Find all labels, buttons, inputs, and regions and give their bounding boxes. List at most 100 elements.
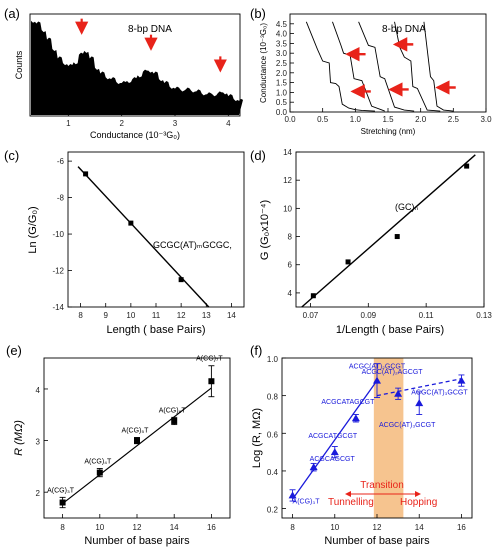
panel-e-x-tick-12: 12 — [133, 523, 142, 532]
panel-f-point-label-1: A(CG)₃T — [293, 498, 321, 505]
panel-b-y-tick-3.0: 3.0 — [276, 49, 288, 58]
panel-b-letter: (b) — [250, 6, 266, 21]
panel-f-plot: A(CG)₃T ACGCAGCGT ACGCATGCGT ACGCATAGCGT ACG… — [288, 363, 468, 505]
panel-c-point-2 — [128, 220, 134, 226]
panel-c-y-tick--8: -8 — [57, 194, 65, 203]
panel-e-point-5 — [208, 378, 215, 385]
panel-c-x-tick-13: 13 — [202, 311, 211, 320]
panel-e-point-label-2: A(CG)₄T — [84, 458, 112, 465]
panel-e-x-tick-8: 8 — [60, 523, 65, 532]
panel-e-point-label-3: A(CG)₅T — [122, 427, 150, 434]
panel-c-point-1 — [83, 171, 89, 177]
panel-e-fit-line — [62, 387, 212, 505]
panel-d-annotation: (GC)ₙ — [395, 202, 418, 212]
panel-f-y-tick-0.8: 0.8 — [267, 393, 279, 402]
panel-d-letter: (d) — [250, 148, 266, 163]
panel-f-point-label-6: ACGC(AT)₂AGCGT — [362, 369, 424, 376]
panel-d-x-tick-0.09: 0.09 — [361, 311, 377, 320]
panel-e-y-ticks: 2 3 4 — [36, 386, 48, 498]
panel-c-y-tick--14: -14 — [52, 303, 64, 312]
panel-f-y-tick-0.4: 0.4 — [267, 468, 279, 477]
panel-e-x-tick-16: 16 — [207, 523, 216, 532]
panel-c-x-tick-11: 11 — [152, 311, 161, 320]
panel-e-ylabel: R (MΩ) — [13, 420, 25, 456]
panel-b-y-tick-1.5: 1.5 — [276, 79, 288, 88]
panel-d-point-1 — [310, 293, 316, 299]
panel-d-point-2 — [345, 259, 351, 265]
panel-f-y-tick-0.6: 0.6 — [267, 430, 279, 439]
panel-e-y-tick-2: 2 — [36, 489, 41, 498]
panel-f-x-tick-12: 12 — [373, 523, 382, 532]
panel-b-trace-3 — [358, 21, 415, 112]
panel-b-x-tick-0.0: 0.0 — [284, 115, 296, 124]
panel-e-letter: (e) — [6, 343, 22, 358]
panel-d-frame — [295, 151, 485, 308]
panel-b-xlabel: Stretching (nm) — [361, 127, 416, 136]
panel-e: (e) A(CG)₃TA(CG)₄TA(CG)₅TA(CG)₆TA(CG)₇T … — [6, 343, 231, 547]
panel-b-tag: 8-bp DNA — [382, 24, 426, 35]
panel-c-plot — [77, 166, 210, 308]
panel-f-y-ticks: 0.2 0.4 0.6 0.8 1.0 — [267, 355, 286, 515]
panel-e-point-label-5: A(CG)₇T — [196, 356, 223, 363]
panel-c-y-tick--6: -6 — [57, 157, 65, 166]
panel-c-x-tick-14: 14 — [227, 311, 236, 320]
panel-b-x-tick-1.5: 1.5 — [382, 115, 394, 124]
panel-b-x-tick-3.0: 3.0 — [480, 115, 492, 124]
panel-f-y-tick-0.2: 0.2 — [267, 506, 279, 515]
panel-d-point-4 — [464, 163, 470, 169]
panel-d-x-ticks: 0.07 0.09 0.11 0.13 — [303, 303, 492, 320]
panel-a-x-tick-1: 1 — [66, 119, 71, 128]
panel-c-x-tick-12: 12 — [177, 311, 186, 320]
panel-f-letter: (f) — [250, 343, 262, 358]
panel-f-tunnelling-fit — [292, 380, 378, 500]
panel-b-x-tick-0.5: 0.5 — [317, 115, 329, 124]
panel-f-point-7 — [415, 399, 424, 407]
panel-d-y-tick-4: 4 — [288, 289, 293, 298]
panel-c-annotation: GCGC(AT)ₘGCGC, — [153, 240, 232, 250]
panel-b-y-tick-3.5: 3.5 — [276, 39, 288, 48]
panel-f-point-3 — [330, 448, 339, 456]
panel-f-point-label-7: ACGC(AT)₃GCGT — [379, 422, 436, 429]
panel-f-x-tick-14: 14 — [415, 523, 424, 532]
panel-c-y-tick--10: -10 — [52, 230, 64, 239]
panel-a-x-ticks: 1 2 3 4 — [66, 112, 231, 128]
panel-f-point-label-8: ACGC(AT)₃GCGT — [411, 390, 468, 397]
panel-c-xlabel: Length ( base Pairs) — [106, 324, 205, 336]
panel-f-point-label-5: ACGC(AT)₂GCGT — [349, 364, 406, 371]
panel-d-x-tick-0.07: 0.07 — [303, 311, 319, 320]
panel-d-y-tick-14: 14 — [283, 148, 292, 157]
panel-d-xlabel: 1/Length ( base Pairs) — [336, 324, 444, 336]
panel-f-point-2 — [309, 463, 318, 471]
panel-c-frame — [67, 151, 245, 308]
panel-d-y-tick-8: 8 — [288, 233, 293, 242]
panel-d-ylabel: G (G₀x10⁻⁴) — [259, 200, 271, 260]
panel-f-transition-band — [373, 358, 404, 518]
panel-d-y-tick-10: 10 — [283, 204, 292, 213]
panel-b-x-ticks: 0.0 0.5 1.0 1.5 2.0 2.5 3.0 — [284, 108, 492, 124]
panel-e-xlabel: Number of base pairs — [84, 535, 190, 547]
panel-a-ylabel: Counts — [14, 50, 24, 79]
panel-f: (f) A(CG)₃T ACGCAGCGT ACGCATGCGT ACGCATAGCG… — [250, 343, 473, 547]
panel-f-hopping-label: Hopping — [400, 497, 437, 508]
panel-f-point-label-2: ACGCAGCGT — [310, 456, 356, 463]
panel-e-point-3 — [134, 437, 140, 444]
panel-d-y-tick-12: 12 — [283, 176, 292, 185]
panel-b-trace-5 — [423, 21, 454, 112]
panel-f-point-5 — [373, 376, 381, 384]
panel-f-point-1 — [288, 491, 297, 499]
panel-f-x-tick-10: 10 — [330, 523, 339, 532]
panel-c-x-ticks: 8 9 10 11 12 13 14 — [78, 303, 236, 320]
panel-e-x-ticks: 8 10 12 14 16 — [60, 514, 216, 532]
panel-f-transition-label: Transition — [360, 480, 404, 491]
panel-f-xlabel: Number of base pairs — [324, 535, 430, 547]
panel-b-trace-4 — [394, 21, 441, 112]
panel-f-hopping-fit — [376, 378, 462, 397]
panel-f-x-tick-8: 8 — [290, 523, 295, 532]
panel-b: (b) 8-bp DNA Conductance (10⁻³G₀) 0.00.5… — [250, 6, 492, 136]
panel-b-x-tick-2.0: 2.0 — [415, 115, 427, 124]
panel-c-y-ticks: -6 -8 -10 -12 -14 — [52, 157, 72, 312]
panel-d-y-ticks: 4 6 8 10 12 14 — [283, 148, 300, 298]
panel-a-xlabel: Conductance (10⁻³G₀) — [90, 130, 180, 140]
panel-f-x-ticks: 8 10 12 14 16 — [290, 514, 466, 532]
panel-b-traces — [305, 21, 454, 112]
